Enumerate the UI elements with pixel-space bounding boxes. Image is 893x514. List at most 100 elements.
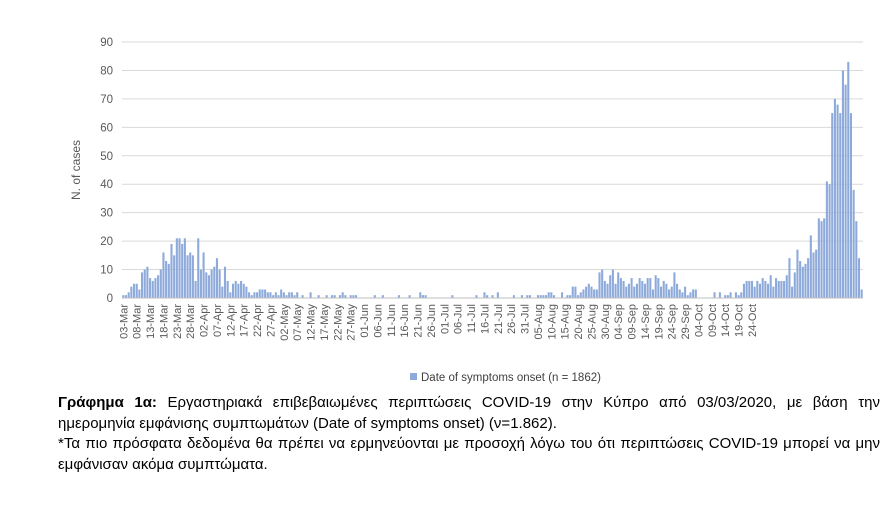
bar [638, 278, 641, 298]
bar [611, 269, 614, 298]
bar [860, 289, 863, 298]
bar [194, 280, 197, 298]
bar [689, 292, 692, 298]
bar [491, 295, 494, 298]
bar [651, 289, 655, 298]
x-tick-label: 15-Aug [560, 304, 572, 339]
bar [724, 295, 727, 298]
bar [775, 278, 778, 298]
bar [130, 286, 133, 298]
bar [132, 283, 136, 298]
bar [571, 286, 574, 298]
bar [793, 272, 796, 298]
bar [296, 292, 299, 298]
gridlines [122, 41, 863, 271]
bar [603, 280, 606, 298]
bar [681, 292, 684, 298]
bar [451, 295, 454, 298]
caption-text: Εργαστηριακά επιβεβαιωμένες περιπτώσεις … [58, 394, 880, 432]
bar-chart: 0 10 20 30 40 50 60 70 80 90 03-Mar 08-Mar 13-Mar 18… [69, 37, 863, 384]
bar [191, 255, 194, 298]
bar [684, 286, 687, 298]
bar [277, 295, 280, 298]
x-tick-label: 05-Aug [533, 304, 545, 339]
bar [536, 295, 540, 298]
bar [673, 272, 676, 298]
x-tick-label: 02-Apr [199, 304, 211, 337]
bar [542, 295, 545, 298]
bar [280, 289, 283, 298]
x-tick-label: 04-Oct [693, 304, 705, 337]
bar [381, 295, 384, 298]
bar [836, 104, 839, 298]
x-tick-label: 01-Jul [439, 304, 451, 334]
legend: Date of symptoms onset (n = 1862) [410, 372, 601, 384]
x-tick-label: 17-Apr [239, 304, 251, 337]
x-tick-label: 07-Apr [212, 304, 224, 337]
x-tick-label: 04-Sep [613, 304, 625, 339]
y-tick-label: 40 [100, 179, 113, 191]
bar [668, 289, 671, 298]
bar [301, 295, 304, 298]
bar [355, 295, 358, 298]
bar [745, 280, 748, 298]
x-tick-label: 24-Oct [747, 304, 759, 337]
bar [742, 283, 746, 298]
bar [593, 289, 596, 298]
y-tick-label: 60 [100, 122, 113, 134]
bar [809, 235, 812, 298]
bar [408, 295, 411, 298]
bar [585, 286, 588, 298]
bar [266, 292, 269, 298]
bar [633, 286, 636, 298]
bar [769, 275, 772, 298]
bar [627, 283, 630, 298]
x-tick-label: 07-May [292, 304, 304, 341]
bar [512, 295, 515, 298]
bar [756, 280, 759, 298]
bar [609, 275, 612, 298]
bar [269, 292, 272, 298]
bar [625, 286, 628, 298]
x-tick-label: 30-Aug [600, 304, 612, 339]
bar [285, 295, 288, 298]
x-tick-label: 06-Jun [372, 304, 384, 338]
x-tick-label: 26-Jul [506, 304, 518, 334]
y-tick-label: 0 [107, 293, 113, 305]
x-tick-label: 21-Jul [493, 304, 505, 334]
y-tick-label: 80 [100, 65, 113, 77]
bar [777, 280, 780, 298]
bar [817, 218, 820, 298]
bar [783, 280, 786, 298]
bar [686, 295, 689, 298]
x-tick-label: 19-Sep [653, 304, 665, 339]
bar [496, 292, 499, 298]
bar [486, 295, 489, 298]
bar [761, 278, 764, 298]
bar [828, 184, 831, 298]
bar [791, 286, 794, 298]
bar [248, 292, 251, 298]
bar [242, 283, 245, 298]
bar [210, 269, 213, 298]
bar [181, 243, 184, 298]
bar [127, 292, 130, 298]
bar [852, 189, 855, 298]
caption-paragraph-2: *Τα πιο πρόσφατα δεδομένα θα πρέπει να ε… [58, 435, 880, 473]
bar [849, 113, 853, 298]
bar [282, 292, 285, 298]
x-tick-label: 09-Oct [707, 304, 719, 337]
bar [857, 258, 861, 298]
caption-paragraph-1: Γράφημα 1α: Εργαστηριακά επιβεβαιωμένες … [58, 393, 880, 434]
bar [579, 292, 582, 298]
bar [151, 280, 154, 298]
bar [237, 283, 240, 298]
bar [183, 238, 186, 298]
bar [122, 295, 125, 298]
bar [654, 275, 657, 298]
y-tick-label: 90 [100, 37, 113, 49]
bar [561, 292, 564, 298]
bar [670, 286, 673, 298]
bar [207, 275, 210, 298]
x-tick-label: 16-Jun [399, 304, 411, 338]
